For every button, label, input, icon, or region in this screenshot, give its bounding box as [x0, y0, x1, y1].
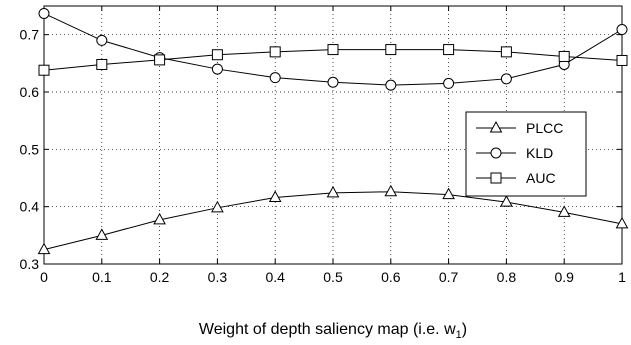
- data-point-kld: [96, 34, 108, 46]
- data-point-plcc: [384, 184, 398, 197]
- data-point-auc: [443, 44, 455, 56]
- x-axis-label-subscript: 1: [456, 329, 462, 341]
- series-auc: [38, 44, 628, 76]
- x-tick-label: 0.3: [208, 269, 228, 285]
- data-point-kld: [38, 7, 50, 19]
- y-axis: 0.3 0.4 0.5 0.6 0.7: [20, 27, 622, 272]
- x-axis: 0 0.1 0.2 0.3 0.4 0.5 0.6 0.7 0.8 0.9 1: [40, 6, 626, 285]
- series-plcc: [37, 184, 629, 255]
- x-tick-label: 0.2: [150, 269, 170, 285]
- x-tick-label: 0.8: [497, 269, 517, 285]
- legend-entry-auc: AUC: [476, 170, 556, 186]
- legend-label-auc: AUC: [526, 170, 556, 186]
- legend: PLCC KLD AUC: [465, 111, 587, 197]
- data-point-plcc: [268, 190, 282, 202]
- series-group: [37, 7, 629, 255]
- legend-marker-auc: [490, 172, 502, 184]
- x-tick-label: 0.7: [439, 269, 459, 285]
- data-point-plcc: [326, 185, 340, 198]
- data-point-plcc: [615, 216, 629, 229]
- x-tick-label: 0.5: [323, 269, 343, 285]
- x-tick-label: 0.4: [265, 269, 285, 285]
- data-point-plcc: [37, 242, 51, 255]
- x-tick-label: 0.9: [554, 269, 574, 285]
- data-point-kld: [211, 63, 223, 75]
- data-point-auc: [154, 54, 166, 66]
- data-point-auc: [38, 64, 50, 76]
- data-point-kld: [327, 76, 339, 88]
- x-axis-label: Weight of depth saliency map (i.e. w1): [199, 321, 467, 341]
- x-axis-label-main: Weight of depth saliency map (i.e. w: [199, 321, 456, 338]
- data-point-kld: [443, 77, 455, 89]
- x-axis-label-suffix: ): [462, 321, 467, 338]
- data-point-auc: [269, 46, 281, 58]
- data-point-auc: [500, 46, 512, 58]
- legend-label-kld: KLD: [526, 145, 553, 161]
- data-point-auc: [385, 44, 397, 56]
- data-point-auc: [616, 54, 628, 66]
- data-point-plcc: [557, 205, 571, 217]
- y-tick-label: 0.7: [20, 27, 40, 43]
- y-tick-label: 0.4: [20, 199, 40, 215]
- data-point-auc: [96, 58, 108, 70]
- legend-entry-kld: KLD: [476, 145, 553, 161]
- data-point-plcc: [153, 212, 166, 225]
- data-point-kld: [616, 24, 628, 36]
- x-tick-label: 0: [40, 269, 48, 285]
- data-point-kld: [500, 73, 512, 85]
- legend-label-plcc: PLCC: [526, 120, 563, 136]
- data-point-plcc: [442, 187, 455, 200]
- data-point-kld: [269, 72, 281, 84]
- x-tick-label: 0.1: [92, 269, 112, 285]
- x-tick-label: 1: [618, 269, 626, 285]
- data-point-plcc: [211, 200, 224, 213]
- legend-box: [465, 111, 587, 197]
- legend-marker-kld: [490, 147, 502, 159]
- y-tick-label: 0.6: [20, 84, 40, 100]
- data-point-auc: [558, 50, 570, 62]
- data-point-plcc: [95, 228, 109, 240]
- data-point-auc: [211, 49, 223, 61]
- data-point-kld: [385, 79, 397, 91]
- data-point-auc: [327, 44, 339, 56]
- y-tick-label: 0.5: [20, 141, 40, 157]
- x-tick-label: 0.6: [381, 269, 401, 285]
- legend-marker-plcc: [489, 120, 503, 133]
- data-point-plcc: [500, 195, 513, 207]
- legend-entry-plcc: PLCC: [476, 120, 563, 136]
- y-tick-label: 0.3: [20, 256, 40, 272]
